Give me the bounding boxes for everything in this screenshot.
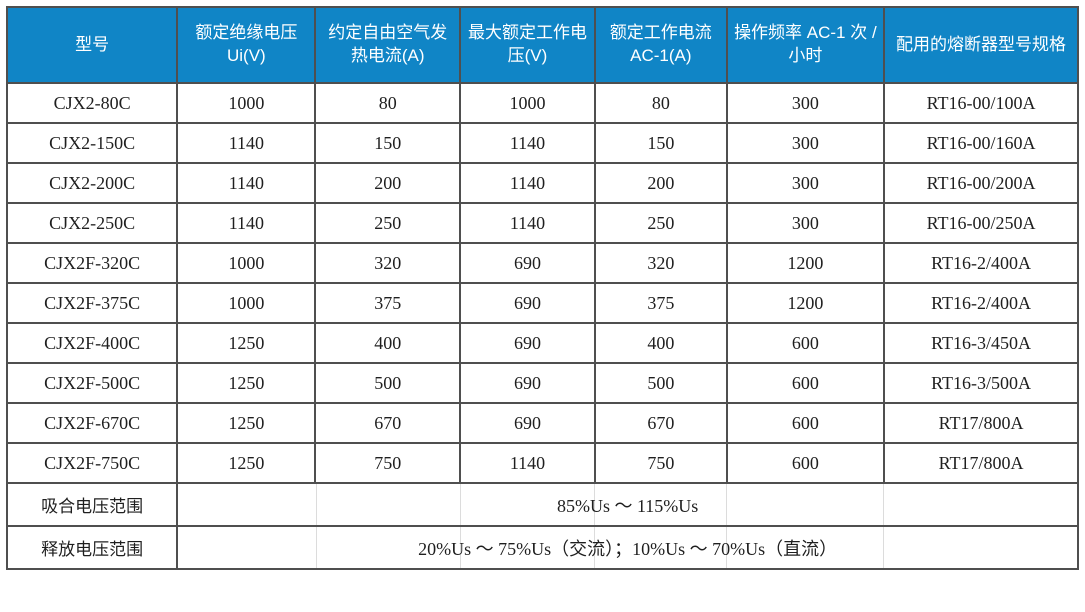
operating-frequency-cell: 300 xyxy=(725,122,886,164)
max-working-voltage-cell: 1140 xyxy=(459,442,596,484)
rated-working-current-cell: 80 xyxy=(593,82,728,124)
rated-working-current-cell: 400 xyxy=(593,322,728,364)
footer-row-pickup-voltage: 吸合电压范围 85%Us ～ 115%Us xyxy=(5,482,1079,527)
fuse-spec-cell: RT17/800A xyxy=(883,442,1079,484)
conventional-thermal-current-cell: 400 xyxy=(314,322,462,364)
conventional-thermal-current-cell: 375 xyxy=(314,282,462,324)
contactor-spec-table: 型号 额定绝缘电压 Ui(V) 约定自由空气发热电流(A) 最大额定工作电压(V… xyxy=(5,6,1079,570)
fuse-spec-cell: RT16-00/100A xyxy=(883,82,1079,124)
fuse-spec-cell: RT16-2/400A xyxy=(883,242,1079,284)
conventional-thermal-current-cell: 250 xyxy=(314,202,462,244)
operating-frequency-cell: 600 xyxy=(725,322,886,364)
conventional-thermal-current-cell: 320 xyxy=(314,242,462,284)
rated-working-current-cell: 500 xyxy=(593,362,728,404)
max-working-voltage-cell: 690 xyxy=(459,242,596,284)
conventional-thermal-current-cell: 200 xyxy=(314,162,462,204)
rated-working-current-cell: 670 xyxy=(593,402,728,444)
table-footer: 吸合电压范围 85%Us ～ 115%Us 释放电压范围 20%Us ～ 75%… xyxy=(5,482,1079,570)
operating-frequency-cell: 600 xyxy=(725,442,886,484)
rated-insulation-voltage-cell: 1250 xyxy=(176,362,317,404)
max-working-voltage-cell: 1140 xyxy=(459,202,596,244)
model-cell: CJX2F-670C xyxy=(5,402,179,444)
rated-insulation-voltage-cell: 1000 xyxy=(176,242,317,284)
header-row: 型号 额定绝缘电压 Ui(V) 约定自由空气发热电流(A) 最大额定工作电压(V… xyxy=(5,6,1079,84)
release-voltage-range-value: 20%Us ～ 75%Us（交流）；10%Us ～ 70%Us（直流） xyxy=(176,525,1079,570)
table-row: CJX2F-750C 1250 750 1140 750 600 RT17/80… xyxy=(5,442,1079,484)
table-row: CJX2-250C 1140 250 1140 250 300 RT16-00/… xyxy=(5,202,1079,244)
max-working-voltage-cell: 690 xyxy=(459,322,596,364)
header-cell-conventional-thermal-current: 约定自由空气发热电流(A) xyxy=(314,6,462,84)
table-row: CJX2-200C 1140 200 1140 200 300 RT16-00/… xyxy=(5,162,1079,204)
table-row: CJX2F-320C 1000 320 690 320 1200 RT16-2/… xyxy=(5,242,1079,284)
release-voltage-range-label: 释放电压范围 xyxy=(5,525,179,570)
model-cell: CJX2-200C xyxy=(5,162,179,204)
rated-insulation-voltage-cell: 1000 xyxy=(176,282,317,324)
rated-insulation-voltage-cell: 1000 xyxy=(176,82,317,124)
max-working-voltage-cell: 1000 xyxy=(459,82,596,124)
max-working-voltage-cell: 1140 xyxy=(459,162,596,204)
fuse-spec-cell: RT16-00/200A xyxy=(883,162,1079,204)
table-row: CJX2F-500C 1250 500 690 500 600 RT16-3/5… xyxy=(5,362,1079,404)
table-header: 型号 额定绝缘电压 Ui(V) 约定自由空气发热电流(A) 最大额定工作电压(V… xyxy=(5,6,1079,84)
conventional-thermal-current-cell: 80 xyxy=(314,82,462,124)
operating-frequency-cell: 600 xyxy=(725,402,886,444)
operating-frequency-cell: 1200 xyxy=(725,242,886,284)
rated-working-current-cell: 750 xyxy=(593,442,728,484)
rated-insulation-voltage-cell: 1140 xyxy=(176,122,317,164)
model-cell: CJX2F-375C xyxy=(5,282,179,324)
table-body: CJX2-80C 1000 80 1000 80 300 RT16-00/100… xyxy=(5,82,1079,484)
header-cell-model: 型号 xyxy=(5,6,179,84)
conventional-thermal-current-cell: 750 xyxy=(314,442,462,484)
header-cell-rated-working-current: 额定工作电流 AC-1(A) xyxy=(593,6,728,84)
header-cell-rated-insulation-voltage: 额定绝缘电压 Ui(V) xyxy=(176,6,317,84)
conventional-thermal-current-cell: 500 xyxy=(314,362,462,404)
rated-working-current-cell: 200 xyxy=(593,162,728,204)
model-cell: CJX2F-320C xyxy=(5,242,179,284)
operating-frequency-cell: 300 xyxy=(725,202,886,244)
fuse-spec-cell: RT16-3/500A xyxy=(883,362,1079,404)
conventional-thermal-current-cell: 150 xyxy=(314,122,462,164)
conventional-thermal-current-cell: 670 xyxy=(314,402,462,444)
model-cell: CJX2F-500C xyxy=(5,362,179,404)
operating-frequency-cell: 300 xyxy=(725,162,886,204)
rated-insulation-voltage-cell: 1250 xyxy=(176,322,317,364)
table-row: CJX2-150C 1140 150 1140 150 300 RT16-00/… xyxy=(5,122,1079,164)
rated-working-current-cell: 250 xyxy=(593,202,728,244)
rated-insulation-voltage-cell: 1250 xyxy=(176,402,317,444)
model-cell: CJX2-250C xyxy=(5,202,179,244)
fuse-spec-cell: RT16-00/160A xyxy=(883,122,1079,164)
fuse-spec-cell: RT17/800A xyxy=(883,402,1079,444)
model-cell: CJX2F-400C xyxy=(5,322,179,364)
pickup-voltage-range-label: 吸合电压范围 xyxy=(5,482,179,527)
operating-frequency-cell: 1200 xyxy=(725,282,886,324)
header-cell-fuse-spec: 配用的熔断器型号规格 xyxy=(883,6,1079,84)
max-working-voltage-cell: 1140 xyxy=(459,122,596,164)
rated-working-current-cell: 320 xyxy=(593,242,728,284)
rated-insulation-voltage-cell: 1140 xyxy=(176,162,317,204)
rated-insulation-voltage-cell: 1250 xyxy=(176,442,317,484)
table-row: CJX2F-375C 1000 375 690 375 1200 RT16-2/… xyxy=(5,282,1079,324)
fuse-spec-cell: RT16-3/450A xyxy=(883,322,1079,364)
model-cell: CJX2F-750C xyxy=(5,442,179,484)
rated-working-current-cell: 150 xyxy=(593,122,728,164)
model-cell: CJX2-150C xyxy=(5,122,179,164)
table-row: CJX2-80C 1000 80 1000 80 300 RT16-00/100… xyxy=(5,82,1079,124)
fuse-spec-cell: RT16-00/250A xyxy=(883,202,1079,244)
footer-row-release-voltage: 释放电压范围 20%Us ～ 75%Us（交流）；10%Us ～ 70%Us（直… xyxy=(5,525,1079,570)
max-working-voltage-cell: 690 xyxy=(459,362,596,404)
table-row: CJX2F-670C 1250 670 690 670 600 RT17/800… xyxy=(5,402,1079,444)
header-cell-max-working-voltage: 最大额定工作电压(V) xyxy=(459,6,596,84)
rated-working-current-cell: 375 xyxy=(593,282,728,324)
pickup-voltage-range-value: 85%Us ～ 115%Us xyxy=(176,482,1079,527)
operating-frequency-cell: 600 xyxy=(725,362,886,404)
rated-insulation-voltage-cell: 1140 xyxy=(176,202,317,244)
fuse-spec-cell: RT16-2/400A xyxy=(883,282,1079,324)
table-row: CJX2F-400C 1250 400 690 400 600 RT16-3/4… xyxy=(5,322,1079,364)
operating-frequency-cell: 300 xyxy=(725,82,886,124)
max-working-voltage-cell: 690 xyxy=(459,402,596,444)
max-working-voltage-cell: 690 xyxy=(459,282,596,324)
header-cell-operating-frequency: 操作频率 AC-1 次 / 小时 xyxy=(725,6,886,84)
model-cell: CJX2-80C xyxy=(5,82,179,124)
